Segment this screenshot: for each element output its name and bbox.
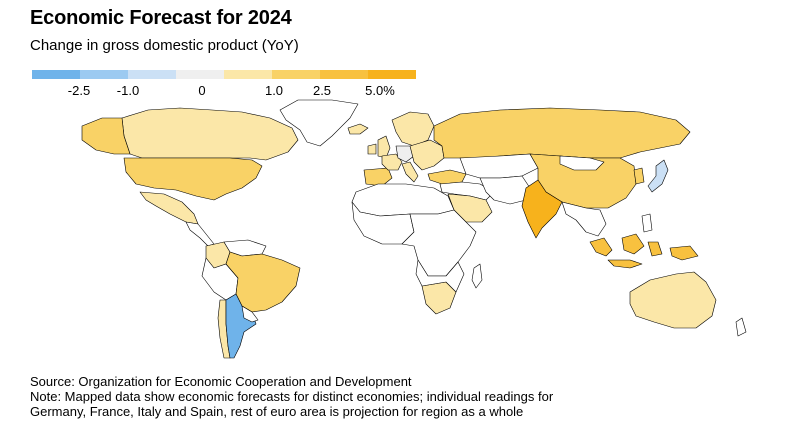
- legend-swatch: [272, 70, 320, 79]
- legend-swatch: [224, 70, 272, 79]
- legend-tick-label: 2.5: [312, 83, 332, 98]
- southeast-asia-region: [561, 201, 607, 237]
- japan-region: [647, 159, 669, 193]
- legend-tick-label: 5.0%: [365, 83, 395, 98]
- greenland-region: [279, 99, 359, 147]
- north-africa-region: [351, 183, 455, 217]
- philippines-region: [641, 213, 653, 233]
- germany-region: [395, 145, 415, 163]
- korea-region: [633, 167, 645, 185]
- canada-region: [121, 107, 299, 161]
- legend-swatch: [128, 70, 176, 79]
- central-asia-region: [459, 153, 539, 179]
- map-title: Economic Forecast for 2024: [30, 7, 292, 29]
- italy-region: [401, 161, 419, 183]
- footnotes: Source: Organization for Economic Cooper…: [30, 374, 790, 419]
- legend-swatch: [32, 70, 80, 79]
- indonesia-east-region: [647, 241, 663, 257]
- spain-portugal-region: [363, 167, 393, 187]
- world-map: [81, 99, 747, 359]
- india-region: [521, 179, 563, 239]
- methodology-note: Germany, France, Italy and Spain, rest o…: [30, 404, 524, 419]
- color-legend: [32, 70, 416, 79]
- uruguay-paraguay-region: [241, 305, 259, 323]
- new-zealand-region: [735, 317, 747, 337]
- iceland-region: [347, 123, 369, 135]
- papua-region: [669, 245, 699, 261]
- legend-tick-label: -1.0: [116, 83, 140, 98]
- indonesia-java-region: [607, 259, 643, 269]
- eastern-europe-region: [409, 139, 445, 171]
- france-region: [381, 153, 403, 171]
- southern-africa-region: [415, 259, 465, 293]
- methodology-note: Note: Mapped data show economic forecast…: [30, 389, 554, 404]
- iran-pakistan-region: [479, 175, 531, 205]
- brazil-region: [225, 251, 301, 313]
- source-note: Source: Organization for Economic Cooper…: [30, 374, 412, 389]
- uk-region: [377, 135, 391, 159]
- legend-tick-label: 0: [198, 83, 206, 98]
- legend-swatch: [368, 70, 416, 79]
- alaska-region: [81, 117, 131, 155]
- indonesia-borneo-region: [621, 233, 645, 255]
- central-america-region: [185, 221, 215, 247]
- russia-region: [433, 107, 691, 159]
- mexico-region: [139, 191, 199, 225]
- scandinavia-region: [391, 111, 435, 147]
- australia-region: [629, 271, 717, 329]
- indonesia-sumatra-region: [589, 237, 613, 257]
- legend-swatch: [80, 70, 128, 79]
- legend-swatch: [320, 70, 368, 79]
- legend-tick-label: 1.0: [264, 83, 284, 98]
- madagascar-region: [471, 263, 483, 289]
- legend-tick-label: -2.5: [67, 83, 91, 98]
- map-subtitle: Change in gross domestic product (YoY): [30, 37, 299, 54]
- ireland-region: [367, 143, 377, 155]
- mongolia-region: [559, 155, 605, 171]
- legend-swatch: [176, 70, 224, 79]
- usa-region: [123, 157, 263, 201]
